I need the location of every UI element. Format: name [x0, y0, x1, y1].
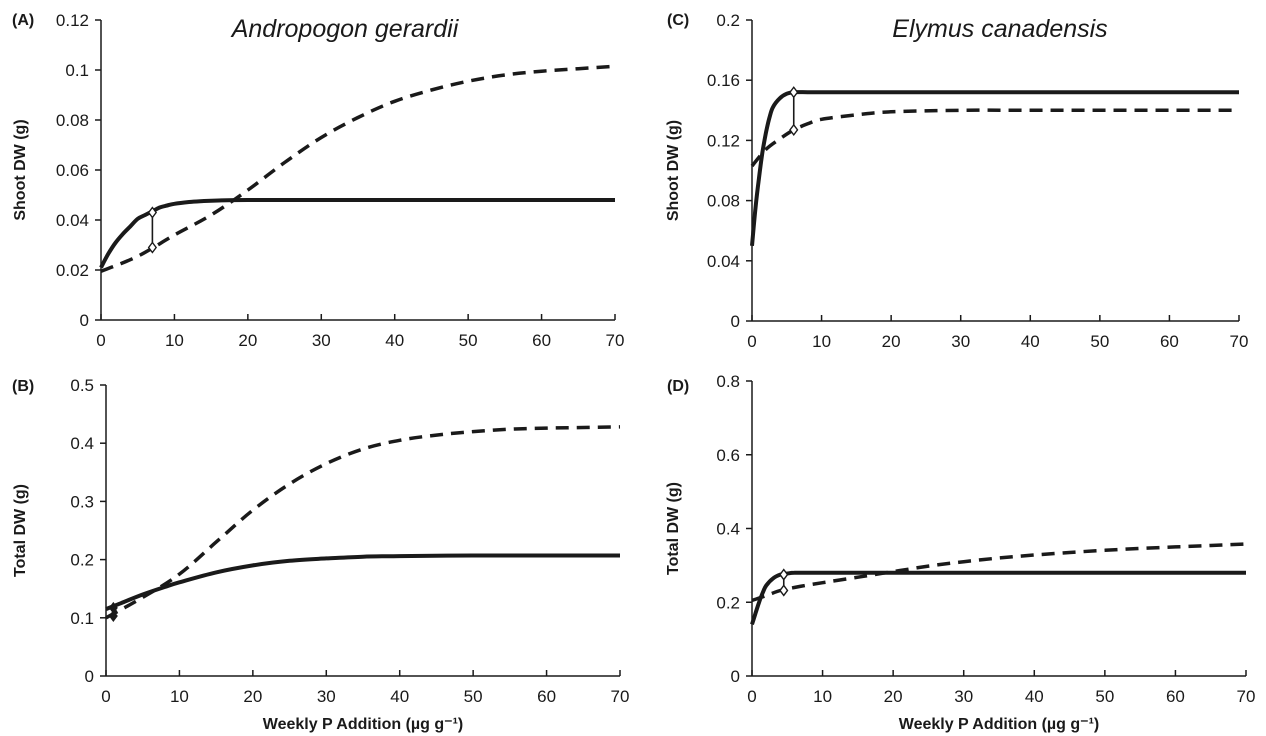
x-tick-label: 40	[1025, 687, 1044, 706]
x-tick-label: 30	[951, 332, 970, 351]
species-title-right: Elymus canadensis	[892, 15, 1107, 43]
x-tick-label: 60	[1166, 687, 1185, 706]
x-tick-label: 20	[243, 687, 262, 706]
solid-curve	[750, 570, 1246, 626]
marker-upper	[789, 86, 799, 99]
y-axis-label: Total DW (g)	[12, 484, 29, 577]
y-tick-label: 0.12	[56, 11, 89, 30]
x-tick-label: 10	[170, 687, 189, 706]
x-tick-label: 50	[464, 687, 483, 706]
marker-upper	[147, 206, 158, 219]
x-tick-label: 30	[317, 687, 336, 706]
x-tick-label: 20	[882, 332, 901, 351]
x-tick-label: 30	[954, 687, 973, 706]
panel-label: (A)	[12, 12, 34, 29]
solid-curve	[99, 197, 615, 269]
y-tick-label: 0.06	[56, 161, 89, 180]
x-tick-label: 40	[390, 687, 409, 706]
x-tick-label: 0	[747, 332, 756, 351]
y-tick-label: 0.4	[716, 520, 740, 539]
panel-d-total-dw-elymus: (D) 0 10 20 30 40 50 60 70 0 0.2 0.4 0.6 0.8 Total DW …	[665, 372, 1255, 733]
y-tick-label: 0.2	[716, 593, 740, 612]
y-tick-label: 0	[80, 311, 89, 330]
y-axis-label: Shoot DW (g)	[12, 119, 29, 220]
panel-b-total-dw-andropogon: (B) 0 10 20 30 40 50 60 70 0 0.1 0.2 0.3 0.4 0.5 Total …	[12, 376, 629, 733]
x-axis-label: Weekly P Addition (µg g⁻¹)	[263, 716, 463, 733]
x-tick-label: 10	[812, 332, 831, 351]
x-tick-label: 30	[312, 331, 331, 350]
x-tick-label: 50	[1095, 687, 1114, 706]
panel-label: (D)	[667, 378, 689, 395]
x-tick-label: 60	[537, 687, 556, 706]
x-tick-label: 10	[813, 687, 832, 706]
y-tick-label: 0.02	[56, 261, 89, 280]
x-axis-label: Weekly P Addition (µg g⁻¹)	[899, 716, 1099, 733]
y-tick-label: 0.16	[707, 71, 740, 90]
x-tick-label: 50	[1090, 332, 1109, 351]
marker-lower	[108, 610, 118, 623]
x-tick-label: 70	[1237, 687, 1256, 706]
marker-lower	[789, 123, 799, 137]
x-tick-label: 20	[884, 687, 903, 706]
x-tick-label: 40	[1021, 332, 1040, 351]
panel-label: (C)	[667, 12, 689, 29]
y-tick-label: 0.08	[707, 192, 740, 211]
y-tick-label: 0.12	[707, 131, 740, 150]
x-tick-label: 10	[165, 331, 184, 350]
dashed-curve	[105, 425, 621, 620]
y-tick-label: 0.08	[56, 111, 89, 130]
marker-lower	[779, 584, 789, 597]
y-tick-label: 0.1	[65, 61, 89, 80]
dashed-curve	[100, 64, 616, 273]
x-tick-label: 70	[1230, 332, 1249, 351]
y-tick-label: 0.04	[56, 211, 89, 230]
y-tick-label: 0	[85, 667, 94, 686]
y-tick-label: 0.4	[70, 434, 94, 453]
y-axis-label: Total DW (g)	[665, 482, 682, 575]
x-tick-label: 70	[611, 687, 630, 706]
panel-label: (B)	[12, 378, 34, 395]
y-tick-label: 0.1	[70, 609, 94, 628]
y-tick-label: 0.3	[70, 492, 94, 511]
x-tick-label: 0	[101, 687, 110, 706]
y-axis-label: Shoot DW (g)	[665, 120, 682, 221]
x-tick-label: 0	[747, 687, 756, 706]
y-tick-label: 0.8	[716, 372, 740, 391]
y-tick-label: 0	[731, 667, 740, 686]
x-tick-label: 20	[238, 331, 257, 350]
dashed-curve	[750, 108, 1239, 168]
y-tick-label: 0	[731, 312, 740, 331]
y-tick-label: 0.6	[716, 446, 740, 465]
marker-upper	[779, 568, 789, 581]
x-tick-label: 0	[96, 331, 105, 350]
x-tick-label: 60	[532, 331, 551, 350]
y-tick-label: 0.2	[70, 551, 94, 570]
y-tick-label: 0.5	[70, 376, 94, 395]
panel-c-shoot-dw-elymus: (C) 0 10 20 30 40 50 60 70 0 0.04 0.08 0.12 0.16 0.2 Sh…	[665, 11, 1248, 351]
x-tick-label: 70	[606, 331, 625, 350]
panel-a-shoot-dw-andropogon: (A) 0 10 20 30 40 50 60 70 0 0.02 0.04 0.06 0.08 0.1 0.…	[12, 11, 624, 350]
solid-curve	[750, 90, 1239, 246]
solid-curve	[105, 553, 620, 611]
marker-lower	[147, 241, 158, 254]
x-tick-label: 60	[1160, 332, 1179, 351]
x-tick-label: 40	[385, 331, 404, 350]
species-title-left: Andropogon gerardii	[230, 15, 460, 43]
y-tick-label: 0.2	[716, 11, 740, 30]
x-tick-label: 50	[459, 331, 478, 350]
y-tick-label: 0.04	[707, 252, 740, 271]
dashed-curve	[751, 542, 1247, 603]
